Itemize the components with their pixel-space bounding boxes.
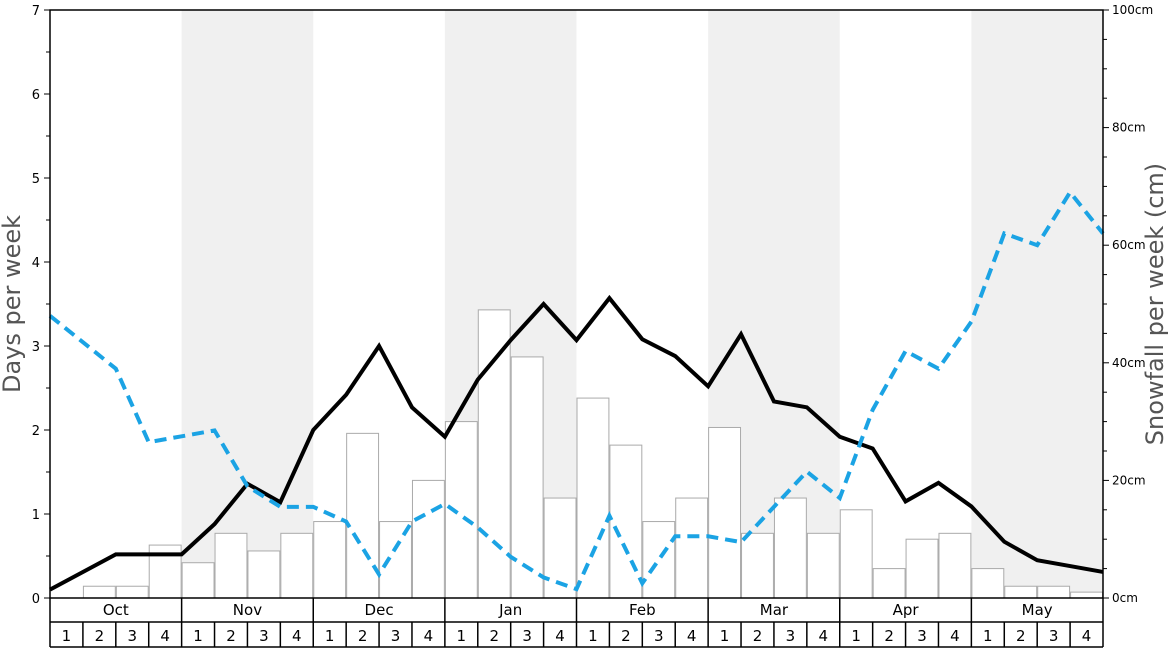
snowfall-bar [938, 532, 972, 599]
month-shade-nov [181, 10, 314, 598]
week-label: 1 [325, 627, 335, 645]
snowfall-bar [675, 497, 709, 599]
month-label-mar: Mar [760, 601, 789, 619]
snow-days-line [49, 294, 1104, 592]
snowfall-bar [477, 309, 511, 599]
week-label: 3 [391, 627, 401, 645]
snowfall-bar [346, 432, 380, 599]
snowfall-bar [1070, 591, 1103, 599]
snowfall-bar [576, 397, 610, 599]
week-label: 1 [193, 627, 203, 645]
snowfall-bar [741, 532, 774, 599]
dashed-line-group [48, 188, 1105, 592]
week-label: 2 [226, 627, 236, 645]
right-axis: 0cm 20cm 40cm 60cm 80cm 100cm [1103, 3, 1153, 605]
week-label: 4 [687, 627, 697, 645]
week-label: 4 [1082, 627, 1092, 645]
snowfall-bar [839, 509, 873, 599]
week-label: 4 [424, 627, 434, 645]
snowfall-bar [247, 550, 281, 599]
left-axis: 0 1 2 3 4 5 6 7 [32, 4, 50, 607]
week-label: 3 [786, 627, 796, 645]
snowfall-bar [82, 585, 116, 599]
week-label: 3 [917, 627, 927, 645]
week-label: 1 [457, 627, 467, 645]
snowfall-bar [609, 444, 643, 599]
week-label: 4 [819, 627, 829, 645]
week-label: 3 [654, 627, 664, 645]
week-label: 2 [95, 627, 105, 645]
snowfall-bar [1037, 585, 1071, 599]
month-label-apr: Apr [893, 601, 920, 619]
snowfall-bar [214, 532, 248, 599]
week-label: 3 [522, 627, 532, 645]
week-label: 1 [983, 627, 993, 645]
snowfall-bar [806, 532, 840, 599]
month-label-feb: Feb [629, 601, 656, 619]
week-label: 4 [555, 627, 565, 645]
left-tick-label: 1 [32, 508, 40, 523]
snowfall-bar [642, 521, 676, 599]
week-label: 1 [720, 627, 730, 645]
month-label-oct: Oct [103, 601, 129, 619]
snow-days-line-group [49, 294, 1104, 592]
snowfall-bar [181, 562, 215, 599]
left-tick-label: 2 [32, 424, 40, 439]
week-label: 2 [621, 627, 631, 645]
snowfall-bar [313, 521, 347, 599]
week-label: 1 [62, 627, 72, 645]
week-label: 1 [851, 627, 861, 645]
snowfall-bar [872, 568, 906, 599]
snowfall-bar [773, 497, 807, 599]
month-label-jan: Jan [498, 601, 522, 619]
snowfall-bar [905, 538, 939, 599]
week-label: 2 [753, 627, 763, 645]
snowfall-bar [510, 356, 544, 599]
week-label: 3 [1049, 627, 1059, 645]
dashed-line [48, 188, 1105, 592]
left-tick-label: 5 [32, 172, 40, 187]
snowfall-bar [1004, 585, 1038, 599]
snowfall-bar [280, 532, 314, 599]
right-tick-label: 80cm [1112, 121, 1146, 135]
week-label: 2 [884, 627, 894, 645]
snowfall-bar [411, 479, 445, 599]
month-label-dec: Dec [365, 601, 394, 619]
left-tick-label: 6 [32, 88, 40, 103]
right-tick-label: 20cm [1112, 473, 1146, 487]
week-label: 3 [259, 627, 269, 645]
month-label-may: May [1022, 601, 1053, 619]
right-tick-label: 40cm [1112, 356, 1146, 370]
left-tick-label: 4 [32, 256, 40, 271]
snowfall-bar [971, 568, 1005, 599]
week-label: 4 [292, 627, 302, 645]
left-tick-label: 3 [32, 340, 40, 355]
snowfall-bars [82, 309, 1103, 599]
left-tick-label: 0 [32, 592, 40, 607]
week-label: 3 [127, 627, 137, 645]
month-shade-may [971, 10, 1103, 598]
left-axis-title: Days per week [0, 215, 26, 393]
right-tick-label: 0cm [1112, 591, 1138, 605]
week-label: 2 [489, 627, 499, 645]
right-tick-label: 100cm [1112, 3, 1153, 17]
right-tick-label: 60cm [1112, 238, 1146, 252]
month-label-nov: Nov [233, 601, 262, 619]
snowfall-bar [708, 426, 742, 599]
week-axis: 1 2 3 4 1 2 3 4 1 2 3 4 1 2 3 4 1 2 3 4 1 2 3 4 1 2 3 4 1 2 3 4 [49, 622, 1104, 648]
snowfall-bar [115, 585, 149, 599]
week-label: 1 [588, 627, 598, 645]
week-label: 2 [1016, 627, 1026, 645]
week-label: 4 [950, 627, 960, 645]
month-axis: Oct Nov Dec Jan Feb Mar Apr May [49, 598, 1104, 623]
left-tick-label: 7 [32, 4, 40, 19]
month-shading [181, 10, 1103, 598]
week-label: 4 [160, 627, 170, 645]
right-axis-title: Snowfall per week (cm) [1141, 163, 1168, 445]
week-label: 2 [358, 627, 368, 645]
